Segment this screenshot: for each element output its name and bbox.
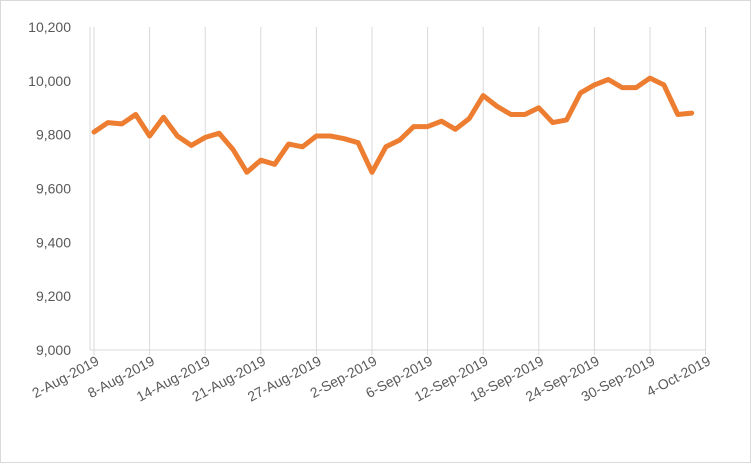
data-point: [454, 128, 457, 131]
y-tick-label: 9,200: [36, 288, 71, 304]
data-point: [440, 120, 443, 123]
data-point: [482, 94, 485, 97]
data-point: [621, 86, 624, 89]
data-point: [259, 159, 262, 162]
data-point: [134, 113, 137, 116]
data-point: [343, 137, 346, 140]
data-point: [190, 144, 193, 147]
data-point: [93, 130, 95, 133]
data-point: [607, 78, 610, 81]
data-point: [301, 145, 304, 148]
series-line: [91, 75, 695, 175]
data-point: [551, 121, 554, 124]
y-tick-label: 9,400: [36, 234, 71, 250]
data-point: [412, 125, 415, 128]
y-tick-label: 10,000: [28, 73, 71, 89]
y-tick-label: 10,200: [28, 19, 71, 35]
data-point: [120, 122, 123, 125]
data-point: [315, 135, 318, 138]
y-tick-label: 9,800: [36, 127, 71, 143]
data-point: [496, 105, 499, 108]
data-point: [371, 171, 373, 174]
data-point: [565, 118, 568, 121]
data-point: [426, 125, 429, 128]
data-point: [537, 106, 540, 109]
data-point: [635, 86, 638, 89]
x-tick-label: 4-Oct-2019: [644, 352, 714, 399]
data-point: [287, 143, 290, 146]
data-point: [329, 135, 332, 138]
data-point: [523, 113, 526, 116]
data-point: [357, 141, 360, 144]
data-point: [510, 113, 512, 116]
y-tick-label: 9,000: [36, 342, 71, 358]
data-point: [649, 77, 651, 80]
y-tick-label: 9,600: [36, 181, 71, 197]
data-point: [148, 135, 151, 138]
data-point: [468, 117, 471, 120]
data-point: [593, 83, 596, 86]
data-point: [676, 113, 679, 116]
data-point: [162, 116, 165, 119]
data-point: [245, 171, 248, 174]
data-point: [662, 83, 665, 86]
data-point: [232, 148, 234, 151]
data-point: [106, 121, 109, 124]
data-point: [176, 135, 179, 138]
data-point: [204, 136, 207, 139]
data-point: [384, 145, 387, 148]
data-point: [398, 139, 401, 142]
data-point: [690, 112, 693, 115]
data-point: [579, 91, 582, 94]
data-point: [273, 163, 276, 166]
data-point: [218, 132, 221, 135]
